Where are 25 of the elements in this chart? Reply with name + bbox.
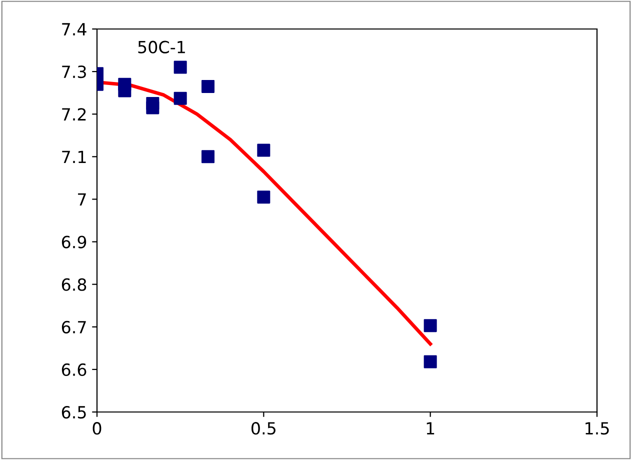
- y-tick-label: 6.9: [62, 236, 86, 248]
- y-tick-label: 6.8: [62, 278, 86, 291]
- y-tick-label: 7.3: [62, 66, 86, 78]
- x-tick-label: 1: [426, 422, 434, 434]
- point: [118, 84, 132, 98]
- point: [174, 92, 187, 105]
- point: [146, 101, 160, 114]
- point: [201, 80, 215, 93]
- point: [201, 150, 215, 164]
- point: [174, 60, 187, 74]
- point: [424, 355, 437, 368]
- y-tick-label: 6.5: [62, 406, 86, 419]
- annotation: 50C-1: [138, 40, 185, 54]
- y-tick-label: 6.6: [62, 363, 86, 376]
- point: [424, 319, 437, 332]
- point: [257, 144, 270, 157]
- y-tick-label: 7.1: [62, 150, 86, 163]
- y-tick-label: 7: [78, 193, 86, 206]
- x-tick-label: 0: [92, 422, 102, 435]
- y-tick-label: 7.4: [62, 23, 86, 36]
- point: [257, 190, 270, 204]
- y-tick-label: 6.7: [62, 320, 86, 334]
- x-tick-label: 1.5: [586, 422, 609, 435]
- y-tick-label: 7.2: [62, 108, 86, 120]
- x-tick-label: 0.5: [252, 422, 276, 435]
